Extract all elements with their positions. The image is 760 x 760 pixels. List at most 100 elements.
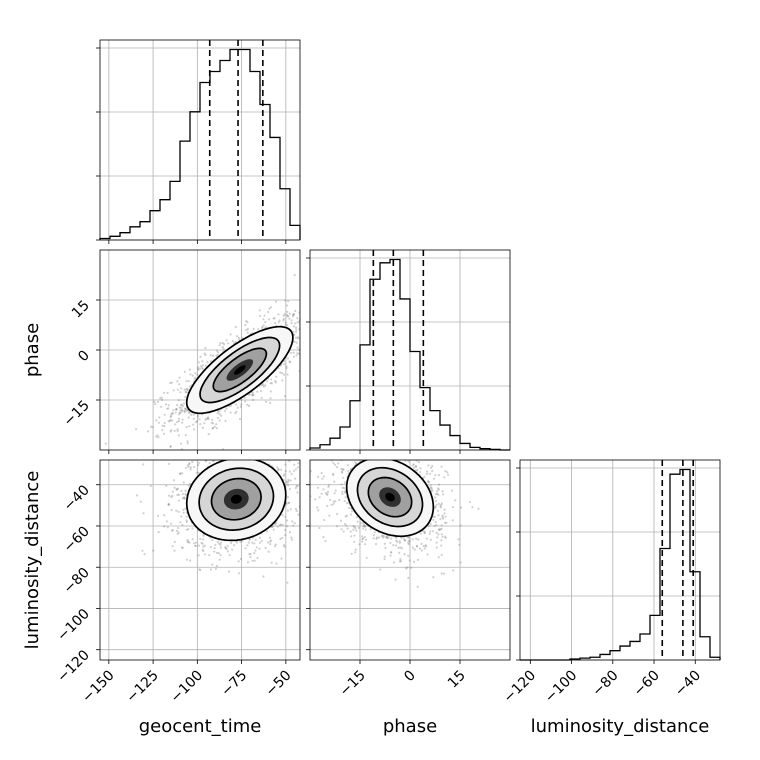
scatter-point xyxy=(225,547,228,550)
scatter-point xyxy=(260,443,262,445)
scatter-point xyxy=(375,536,379,539)
scatter-point xyxy=(333,480,336,483)
scatter-point xyxy=(458,543,461,546)
scatter-point xyxy=(277,438,279,440)
scatter-point xyxy=(289,508,292,511)
scatter-point xyxy=(327,484,331,487)
scatter-point xyxy=(237,572,241,575)
scatter-point xyxy=(188,425,191,428)
scatter-point xyxy=(362,523,366,527)
scatter-point xyxy=(169,418,172,421)
scatter-point xyxy=(404,457,406,459)
scatter-point xyxy=(380,453,382,455)
scatter-point xyxy=(164,403,167,406)
scatter-point xyxy=(213,425,216,428)
axis-label-x-luminosity_distance: luminosity_distance xyxy=(531,716,710,737)
scatter-point xyxy=(399,458,401,460)
scatter-point xyxy=(344,496,347,499)
scatter-point xyxy=(382,428,384,430)
scatter-point xyxy=(389,541,392,545)
scatter-point xyxy=(194,372,197,375)
scatter-point xyxy=(233,457,235,459)
scatter-point xyxy=(157,514,160,517)
scatter-point xyxy=(321,477,324,480)
scatter-point xyxy=(163,514,166,517)
scatter-point xyxy=(157,421,160,424)
scatter-point xyxy=(296,321,299,324)
scatter-point xyxy=(432,518,435,522)
scatter-point xyxy=(431,470,434,473)
scatter-point xyxy=(440,527,443,531)
scatter-point xyxy=(170,522,173,525)
scatter-point xyxy=(169,445,172,449)
scatter-point xyxy=(358,543,361,546)
scatter-point xyxy=(353,441,355,443)
scatter-point xyxy=(368,457,370,459)
scatter-point xyxy=(395,446,397,448)
scatter-point xyxy=(326,490,330,493)
scatter-point xyxy=(207,417,210,421)
scatter-point xyxy=(175,529,178,533)
scatter-point xyxy=(356,520,359,523)
scatter-point xyxy=(192,417,195,420)
scatter-point xyxy=(291,313,295,316)
scatter-point xyxy=(437,533,440,536)
scatter-point xyxy=(381,431,383,433)
scatter-point xyxy=(291,315,294,318)
scatter-point xyxy=(290,538,294,541)
scatter-point xyxy=(332,473,335,476)
scatter-point xyxy=(407,539,410,543)
scatter-point xyxy=(219,554,222,557)
scatter-point xyxy=(304,473,306,475)
scatter-point xyxy=(270,539,273,542)
scatter-point xyxy=(285,304,289,307)
grid-luminosity_distance xyxy=(520,460,720,661)
scatter-point xyxy=(142,512,145,515)
scatter-point xyxy=(427,464,430,467)
scatter-point xyxy=(395,539,398,542)
scatter-point xyxy=(368,450,370,452)
scatter-point xyxy=(162,391,166,394)
scatter-point xyxy=(165,484,168,487)
scatter-point xyxy=(288,470,291,473)
scatter-point xyxy=(183,496,186,499)
scatter-point xyxy=(352,445,354,447)
scatter-point xyxy=(343,487,346,490)
scatter-point xyxy=(338,498,341,502)
scatter-point xyxy=(216,349,219,352)
scatter-point xyxy=(416,468,419,472)
scatter-point xyxy=(179,391,182,394)
scatter-point xyxy=(439,528,442,531)
scatter-point xyxy=(295,328,298,331)
scatter-point xyxy=(381,445,383,447)
scatter-point xyxy=(419,470,422,474)
scatter-point xyxy=(312,334,314,336)
scatter-point xyxy=(171,412,174,415)
scatter-point xyxy=(374,445,376,447)
scatter-point xyxy=(187,484,190,487)
scatter-point xyxy=(359,522,362,525)
scatter-point xyxy=(286,357,289,360)
scatter-point xyxy=(306,471,308,473)
scatter-point xyxy=(440,544,443,547)
scatter-point xyxy=(398,560,401,563)
scatter-point xyxy=(176,428,179,431)
scatter-point xyxy=(246,403,249,406)
scatter-point xyxy=(419,532,422,535)
scatter-point xyxy=(420,549,423,552)
scatter-point xyxy=(255,456,257,458)
scatter-point xyxy=(444,515,447,518)
scatter-point xyxy=(426,553,429,556)
scatter-point xyxy=(211,354,214,357)
scatter-point xyxy=(259,389,262,393)
scatter-point xyxy=(236,406,239,409)
scatter-point xyxy=(454,499,457,502)
scatter-point xyxy=(306,495,308,497)
scatter-point xyxy=(204,418,207,421)
scatter-point xyxy=(232,444,234,446)
scatter-point xyxy=(188,462,191,465)
scatter-point xyxy=(252,394,255,397)
scatter-point xyxy=(382,456,384,458)
scatter-point xyxy=(442,517,445,520)
